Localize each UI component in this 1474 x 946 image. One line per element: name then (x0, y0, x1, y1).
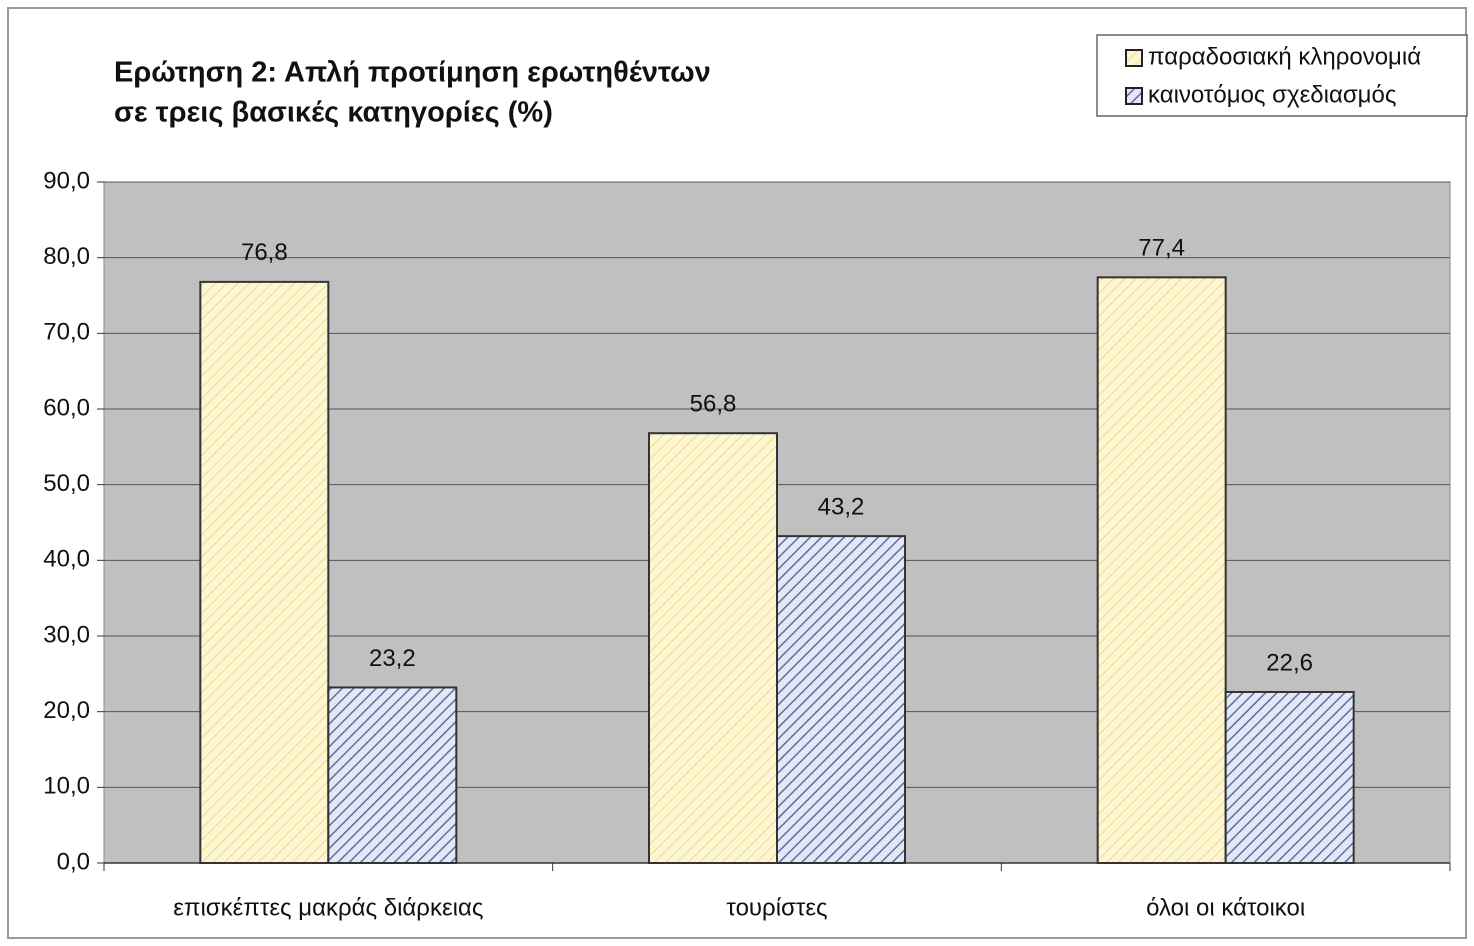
value-label: 77,4 (1138, 235, 1185, 262)
bar (199, 280, 330, 864)
legend-swatch (1125, 87, 1143, 105)
y-tick-label: 70,0 (43, 319, 90, 346)
legend-label: καινοτόμος σχεδιασμός (1148, 81, 1396, 108)
chart-title: σε τρεις βασικές κατηγορίες (%) (114, 97, 553, 129)
x-tick-label: επισκέπτες μακράς διάρκειας (173, 894, 483, 921)
y-tick-label: 10,0 (43, 773, 90, 800)
x-tick-label: όλοι οι κάτοικοι (1146, 894, 1305, 921)
value-label: 23,2 (369, 645, 416, 672)
y-tick-label: 20,0 (43, 697, 90, 724)
bar (648, 432, 778, 864)
y-tick-label: 60,0 (43, 394, 90, 421)
x-tick-label: τουρίστες (726, 894, 827, 921)
value-label: 56,8 (690, 391, 737, 418)
value-label: 76,8 (241, 239, 288, 266)
y-tick-label: 40,0 (43, 546, 90, 573)
value-label: 43,2 (818, 493, 865, 520)
bar (1224, 690, 1355, 865)
y-tick-label: 30,0 (43, 621, 90, 648)
bar (1096, 276, 1227, 864)
value-label: 22,6 (1266, 649, 1313, 676)
y-tick-label: 0,0 (57, 848, 90, 875)
y-tick-label: 50,0 (43, 470, 90, 497)
legend-swatch (1125, 49, 1143, 67)
legend-label: παραδοσιακή κληρονομιά (1148, 43, 1421, 70)
y-tick-label: 90,0 (43, 167, 90, 194)
bar (327, 686, 458, 864)
legend-box (1096, 34, 1468, 117)
chart-title: Ερώτηση 2: Απλή προτίμηση ερωτηθέντων (114, 57, 711, 89)
bar (776, 535, 906, 864)
y-tick-label: 80,0 (43, 243, 90, 270)
